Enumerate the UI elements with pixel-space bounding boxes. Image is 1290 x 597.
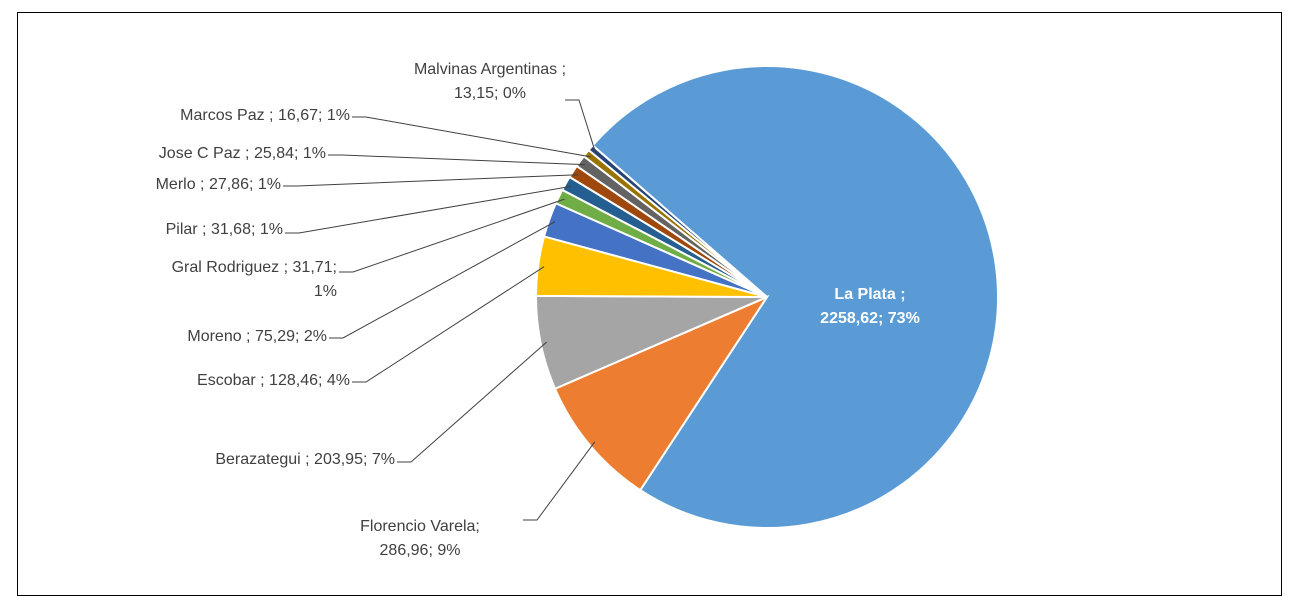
pie-slice	[587, 144, 768, 298]
data-label: Merlo ; 27,86; 1%	[156, 176, 281, 193]
data-label: Jose C Paz ; 25,84; 1%	[159, 145, 326, 162]
leader-line	[328, 154, 586, 166]
data-label: Gral Rodriguez ; 31,71;	[172, 259, 337, 276]
leader-line	[352, 116, 592, 158]
pie-slice	[591, 65, 999, 529]
leader-line	[352, 266, 545, 383]
leader-line	[285, 185, 572, 234]
leader-line	[329, 221, 556, 339]
data-label: La Plata ;	[834, 286, 905, 303]
leader-line	[283, 174, 579, 187]
data-label: Moreno ; 75,29; 2%	[187, 328, 327, 345]
leader-line	[397, 341, 547, 463]
leader-line	[339, 198, 565, 273]
data-label: 1%	[314, 283, 337, 300]
data-label: Malvinas Argentinas ;	[414, 61, 566, 78]
data-label: Florencio Varela;	[360, 518, 480, 535]
data-label: 2258,62; 73%	[820, 310, 920, 327]
data-label: Escobar ; 128,46; 4%	[197, 372, 350, 389]
leader-line	[523, 441, 596, 521]
data-label: 13,15; 0%	[454, 85, 526, 102]
data-label: Pilar ; 31,68; 1%	[166, 221, 283, 238]
data-label: 286,96; 9%	[380, 542, 461, 559]
pie-slice	[553, 294, 770, 492]
leader-line	[565, 99, 596, 152]
data-label: Berazategui ; 203,95; 7%	[215, 451, 395, 468]
data-label: Marcos Paz ; 16,67; 1%	[180, 107, 350, 124]
